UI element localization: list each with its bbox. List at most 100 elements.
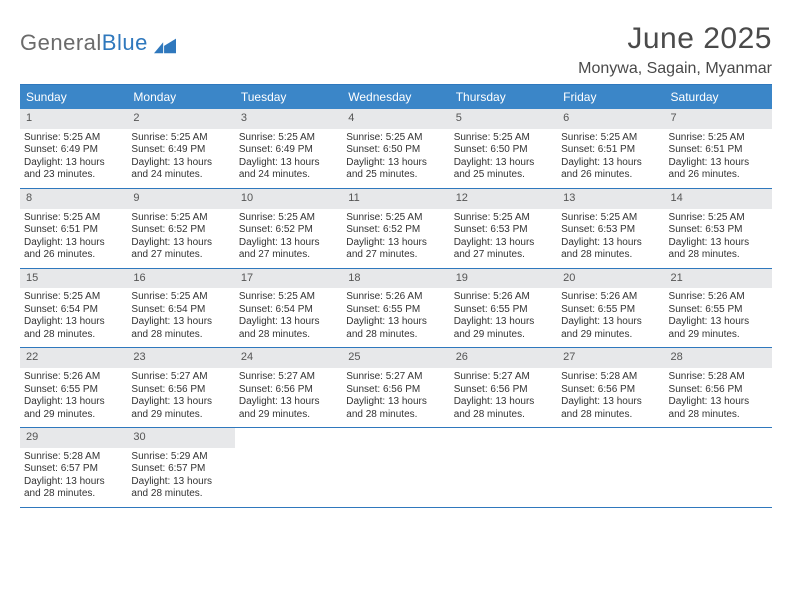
day-cell: 1Sunrise: 5:25 AMSunset: 6:49 PMDaylight…: [20, 109, 127, 188]
day-cell: [665, 428, 772, 507]
day-number: 16: [127, 269, 234, 289]
location-text: Monywa, Sagain, Myanmar: [578, 60, 772, 78]
daylight-text: Daylight: 13 hours and 28 minutes.: [24, 316, 123, 341]
brand-name-part1: General: [20, 30, 102, 55]
daylight-text: Daylight: 13 hours and 28 minutes.: [561, 396, 660, 421]
sunset-text: Sunset: 6:50 PM: [454, 144, 553, 157]
weekday-label: Wednesday: [342, 85, 449, 109]
sunset-text: Sunset: 6:52 PM: [131, 224, 230, 237]
day-cell: [450, 428, 557, 507]
daylight-text: Daylight: 13 hours and 26 minutes.: [24, 237, 123, 262]
sunset-text: Sunset: 6:51 PM: [561, 144, 660, 157]
day-cell: 4 Sunrise: 5:25 AMSunset: 6:50 PMDaylight…: [342, 109, 449, 188]
daylight-text: Daylight: 13 hours and 29 minutes.: [669, 316, 768, 341]
title-block: June 2025 Monywa, Sagain, Myanmar: [578, 22, 772, 78]
daylight-text: Daylight: 13 hours and 27 minutes.: [239, 237, 338, 262]
sunrise-text: Sunrise: 5:25 AM: [346, 132, 445, 145]
brand-name: GeneralBlue: [20, 30, 148, 56]
day-number: 1: [20, 109, 127, 129]
day-number: 2: [127, 109, 234, 129]
weekday-label: Sunday: [20, 85, 127, 109]
sunrise-text: Sunrise: 5:27 AM: [346, 371, 445, 384]
day-cell: 18Sunrise: 5:26 AMSunset: 6:55 PMDayligh…: [342, 269, 449, 348]
daylight-text: Daylight: 13 hours and 29 minutes.: [454, 316, 553, 341]
day-number: 29: [20, 428, 127, 448]
sunrise-text: Sunrise: 5:25 AM: [131, 212, 230, 225]
weekday-label: Monday: [127, 85, 234, 109]
day-number: 19: [450, 269, 557, 289]
sunrise-text: Sunrise: 5:28 AM: [669, 371, 768, 384]
weekday-label: Saturday: [665, 85, 772, 109]
week-row: 8Sunrise: 5:25 AMSunset: 6:51 PMDaylight…: [20, 189, 772, 269]
daylight-text: Daylight: 13 hours and 25 minutes.: [346, 157, 445, 182]
sunrise-text: Sunrise: 5:26 AM: [561, 291, 660, 304]
daylight-text: Daylight: 13 hours and 29 minutes.: [131, 396, 230, 421]
sunset-text: Sunset: 6:49 PM: [131, 144, 230, 157]
week-row: 29Sunrise: 5:28 AMSunset: 6:57 PMDayligh…: [20, 428, 772, 508]
day-cell: 27Sunrise: 5:28 AMSunset: 6:56 PMDayligh…: [557, 348, 664, 427]
day-number: 5: [450, 109, 557, 129]
day-number: 18: [342, 269, 449, 289]
sunset-text: Sunset: 6:56 PM: [346, 384, 445, 397]
day-number: 10: [235, 189, 342, 209]
sunset-text: Sunset: 6:53 PM: [561, 224, 660, 237]
day-cell: 12Sunrise: 5:25 AMSunset: 6:53 PMDayligh…: [450, 189, 557, 268]
day-cell: 6Sunrise: 5:25 AMSunset: 6:51 PMDaylight…: [557, 109, 664, 188]
day-cell: 29 Sunrise: 5:28 AMSunset: 6:57 PMDayligh…: [20, 428, 127, 507]
day-cell: 7Sunrise: 5:25 AMSunset: 6:51 PMDaylight…: [665, 109, 772, 188]
sunset-text: Sunset: 6:53 PM: [669, 224, 768, 237]
day-number: 8: [20, 189, 127, 209]
day-cell: 3Sunrise: 5:25 AMSunset: 6:49 PMDaylight…: [235, 109, 342, 188]
day-number: 24: [235, 348, 342, 368]
sunset-text: Sunset: 6:56 PM: [454, 384, 553, 397]
sunset-text: Sunset: 6:56 PM: [239, 384, 338, 397]
sunrise-text: Sunrise: 5:29 AM: [131, 451, 230, 464]
sunset-text: Sunset: 6:49 PM: [24, 144, 123, 157]
day-cell: [557, 428, 664, 507]
sunset-text: Sunset: 6:57 PM: [24, 463, 123, 476]
day-number: 9: [127, 189, 234, 209]
sunrise-text: Sunrise: 5:25 AM: [561, 132, 660, 145]
sunrise-text: Sunrise: 5:28 AM: [561, 371, 660, 384]
daylight-text: Daylight: 13 hours and 28 minutes.: [669, 396, 768, 421]
day-number: 28: [665, 348, 772, 368]
day-number: 22: [20, 348, 127, 368]
week-row: 22Sunrise: 5:26 AMSunset: 6:55 PMDayligh…: [20, 348, 772, 428]
daylight-text: Daylight: 13 hours and 27 minutes.: [131, 237, 230, 262]
sunrise-text: Sunrise: 5:25 AM: [346, 212, 445, 225]
sunrise-text: Sunrise: 5:27 AM: [239, 371, 338, 384]
day-cell: 11Sunrise: 5:25 AMSunset: 6:52 PMDayligh…: [342, 189, 449, 268]
daylight-text: Daylight: 13 hours and 28 minutes.: [131, 476, 230, 501]
daylight-text: Daylight: 13 hours and 28 minutes.: [24, 476, 123, 501]
day-number: 4: [342, 109, 449, 129]
calendar: Sunday Monday Tuesday Wednesday Thursday…: [20, 84, 772, 508]
sunrise-text: Sunrise: 5:25 AM: [131, 291, 230, 304]
daylight-text: Daylight: 13 hours and 29 minutes.: [561, 316, 660, 341]
header: GeneralBlue June 2025 Monywa, Sagain, My…: [20, 22, 772, 78]
daylight-text: Daylight: 13 hours and 28 minutes.: [669, 237, 768, 262]
day-number: 14: [665, 189, 772, 209]
sunset-text: Sunset: 6:54 PM: [131, 304, 230, 317]
brand-logo: GeneralBlue: [20, 22, 176, 56]
sunset-text: Sunset: 6:54 PM: [24, 304, 123, 317]
sunrise-text: Sunrise: 5:26 AM: [454, 291, 553, 304]
sunset-text: Sunset: 6:54 PM: [239, 304, 338, 317]
sunset-text: Sunset: 6:53 PM: [454, 224, 553, 237]
day-cell: 19 Sunrise: 5:26 AMSunset: 6:55 PMDayligh…: [450, 269, 557, 348]
week-row: 1Sunrise: 5:25 AMSunset: 6:49 PMDaylight…: [20, 109, 772, 189]
day-number: 12: [450, 189, 557, 209]
sunset-text: Sunset: 6:51 PM: [669, 144, 768, 157]
daylight-text: Daylight: 13 hours and 23 minutes.: [24, 157, 123, 182]
sunrise-text: Sunrise: 5:25 AM: [669, 132, 768, 145]
day-cell: 14Sunrise: 5:25 AMSunset: 6:53 PMDayligh…: [665, 189, 772, 268]
sunrise-text: Sunrise: 5:25 AM: [454, 212, 553, 225]
day-cell: 30Sunrise: 5:29 AMSunset: 6:57 PMDayligh…: [127, 428, 234, 507]
daylight-text: Daylight: 13 hours and 27 minutes.: [346, 237, 445, 262]
sunset-text: Sunset: 6:55 PM: [454, 304, 553, 317]
day-number: 13: [557, 189, 664, 209]
day-cell: 22Sunrise: 5:26 AMSunset: 6:55 PMDayligh…: [20, 348, 127, 427]
sunrise-text: Sunrise: 5:28 AM: [24, 451, 123, 464]
day-cell: [342, 428, 449, 507]
sunset-text: Sunset: 6:50 PM: [346, 144, 445, 157]
daylight-text: Daylight: 13 hours and 24 minutes.: [239, 157, 338, 182]
